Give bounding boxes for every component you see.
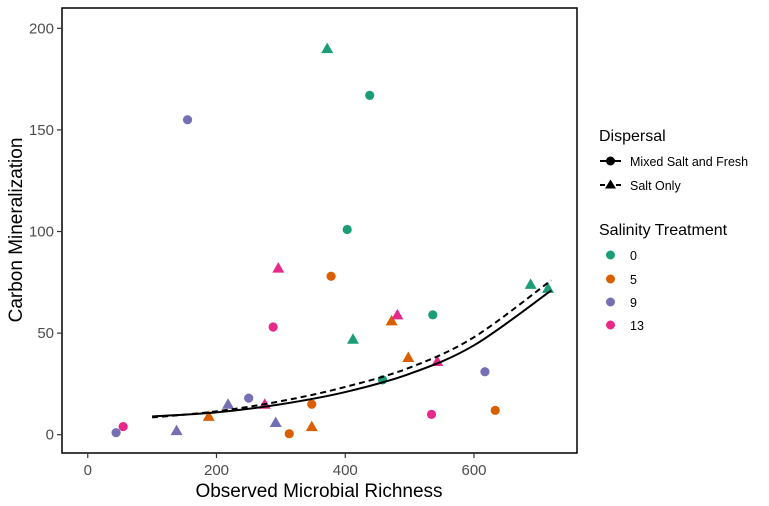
legend-salinity-0-label: 0 xyxy=(630,249,637,263)
data-point-triangle xyxy=(202,410,215,421)
axes-layer: 0 200 400 600 0 50 100 150 200 xyxy=(29,20,487,479)
y-tick-label: 200 xyxy=(29,20,54,37)
legend-salt-label: Salt Only xyxy=(630,179,681,193)
y-tick-label: 50 xyxy=(37,325,54,342)
data-point-circle xyxy=(326,271,336,281)
legend-salinity-title: Salinity Treatment xyxy=(599,222,728,239)
data-point-triangle xyxy=(385,314,398,326)
data-point-circle xyxy=(342,224,352,235)
legend-salinity-13-marker xyxy=(606,320,615,330)
data-point-triangle xyxy=(272,262,285,273)
data-point-circle xyxy=(365,90,375,100)
data-point-circle xyxy=(182,115,193,125)
data-point-triangle xyxy=(269,416,282,428)
legend-salinity-13-label: 13 xyxy=(630,319,644,333)
x-tick-label: 200 xyxy=(204,462,229,479)
fit-line-salt-only xyxy=(152,279,552,419)
y-axis-title: Carbon Mineralization xyxy=(6,138,27,323)
x-axis-title: Observed Microbial Richness xyxy=(195,481,442,502)
x-tick-label: 400 xyxy=(333,462,358,479)
legend-salinity-9-marker xyxy=(606,297,615,307)
data-point-circle xyxy=(307,399,317,409)
legend-dispersal-title: Dispersal xyxy=(599,128,666,145)
fit-line-mixed xyxy=(152,289,552,418)
data-point-triangle xyxy=(391,308,404,320)
legend-dispersal: Dispersal Mixed Salt and Fresh Salt Only xyxy=(599,128,748,193)
plot-panel-border xyxy=(61,7,578,454)
data-point-triangle xyxy=(346,333,359,344)
legend-mixed-label: Mixed Salt and Fresh xyxy=(630,155,748,169)
data-point-circle xyxy=(118,421,128,432)
x-tick-label: 600 xyxy=(461,462,486,479)
data-point-triangle xyxy=(431,355,444,367)
legend-salinity-9-label: 9 xyxy=(630,296,637,310)
data-point-triangle xyxy=(222,398,235,409)
legend-mixed-marker xyxy=(606,156,615,166)
data-point-triangle xyxy=(321,42,334,54)
data-point-triangle xyxy=(402,351,415,362)
y-tick-label: 100 xyxy=(29,224,54,241)
data-point-circle xyxy=(244,393,254,403)
x-tick-label: 0 xyxy=(84,462,92,479)
data-point-circle xyxy=(480,367,490,377)
data-point-circle xyxy=(111,428,121,438)
legend-salt-marker xyxy=(605,179,616,189)
legend-salinity: Salinity Treatment 0 5 9 13 xyxy=(599,222,728,333)
legend-salinity-5-marker xyxy=(606,274,615,284)
data-point-triangle xyxy=(542,282,555,293)
points-layer xyxy=(111,42,555,439)
data-point-triangle xyxy=(170,424,183,436)
data-point-triangle xyxy=(524,278,537,289)
data-point-circle xyxy=(428,310,438,320)
data-point-circle xyxy=(426,409,437,419)
legend-salinity-0-marker xyxy=(606,250,615,260)
data-point-circle xyxy=(490,405,500,415)
data-point-triangle xyxy=(305,420,318,432)
legend-salinity-5-label: 5 xyxy=(630,273,637,287)
y-tick-label: 0 xyxy=(46,427,54,444)
data-point-circle xyxy=(268,322,278,332)
fit-lines-layer xyxy=(152,279,552,419)
y-tick-label: 150 xyxy=(29,122,54,139)
data-point-circle xyxy=(284,429,294,439)
